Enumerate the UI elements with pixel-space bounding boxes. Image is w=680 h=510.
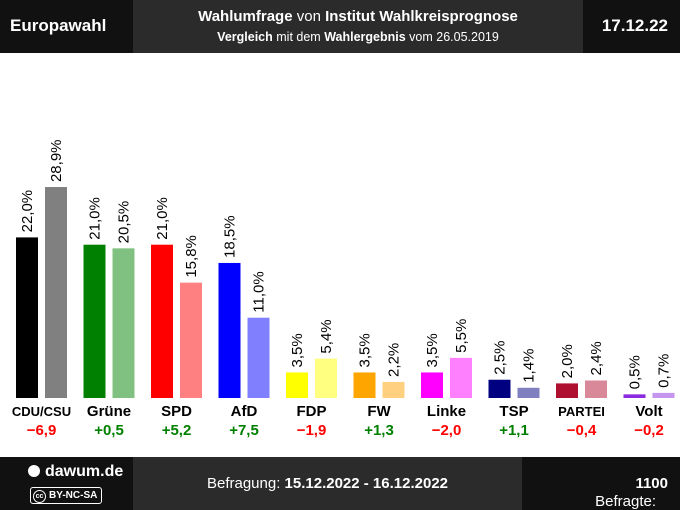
data-label-poll-6: 3,5% [424, 333, 441, 367]
header-right-panel: 17.12.22 [583, 0, 680, 53]
subtitle-part-1: Vergleich [217, 30, 273, 44]
data-label-result-2019-3: 11,0% [251, 271, 268, 312]
chart-title: Wahlumfrage von Institut Wahlkreisprogno… [133, 8, 583, 25]
cc-icon: cc [33, 490, 46, 503]
header-left-panel: Europawahl [0, 0, 133, 53]
title-part-1: Wahlumfrage [198, 8, 293, 25]
category-label-3: AfD [231, 403, 258, 420]
category-label-0: CDU/CSU [12, 404, 71, 419]
bar-result-2019-5 [382, 381, 405, 398]
data-label-result-2019-8: 2,4% [588, 341, 605, 375]
footer-bar: dawum.de cc BY-NC-SA Befragung: 15.12.202… [0, 457, 680, 510]
data-label-result-2019-7: 1,4% [521, 349, 538, 383]
logo-text: dawum.de [45, 463, 124, 480]
data-label-poll-1: 21,0% [87, 197, 104, 240]
category-label-4: FDP [297, 403, 327, 420]
dawum-logo: dawum.de [28, 463, 123, 481]
change-label-4: −1,9 [297, 422, 327, 439]
data-label-result-2019-5: 2,2% [386, 343, 403, 377]
survey-period: 15.12.2022 - 16.12.2022 [284, 475, 449, 492]
bar-poll-7 [488, 379, 511, 398]
category-label-1: Grüne [87, 403, 131, 420]
bar-poll-0 [16, 237, 38, 398]
bar-poll-1 [83, 244, 106, 398]
change-label-1: +0,5 [94, 422, 124, 439]
category-label-7: TSP [499, 403, 528, 420]
license-text: BY-NC-SA [49, 490, 98, 501]
bar-result-2019-3 [247, 317, 270, 398]
bar-result-2019-4 [315, 358, 337, 398]
bar-result-2019-0 [45, 187, 67, 398]
respondents-label: Befragte: [595, 493, 656, 510]
bar-result-2019-8 [585, 380, 607, 398]
bar-result-2019-6 [450, 357, 472, 398]
bar-poll-9 [623, 394, 646, 398]
bar-result-2019-9 [652, 392, 675, 398]
bar-result-2019-7 [517, 387, 540, 398]
bar-result-2019-2 [180, 282, 202, 398]
footer-left-panel: dawum.de cc BY-NC-SA [0, 457, 133, 510]
data-label-result-2019-9: 0,7% [656, 354, 673, 388]
data-label-result-2019-1: 20,5% [116, 201, 133, 244]
data-label-poll-3: 18,5% [222, 215, 239, 258]
dawum-logo-icon [28, 465, 40, 477]
subtitle-part-3: Wahlergebnis [324, 30, 406, 44]
chart-subtitle: Vergleich mit dem Wahlergebnis vom 26.05… [133, 30, 583, 44]
change-label-8: −0,4 [567, 422, 597, 439]
bar-chart: 22,0% 28,9% CDU/CSU −6,9 21,0% 20,5% Grüne +0,5… [12, 139, 675, 439]
election-label: Europawahl [10, 16, 107, 35]
subtitle-part-2: mit dem [276, 30, 321, 44]
respondents-panel: Befragte: 1100 [522, 457, 680, 510]
change-label-5: +1,3 [364, 422, 394, 439]
bar-poll-4 [286, 372, 308, 398]
data-label-poll-9: 0,5% [627, 355, 644, 389]
data-label-poll-8: 2,0% [559, 344, 576, 378]
bar-result-2019-1 [112, 248, 135, 398]
change-label-0: −6,9 [27, 422, 57, 439]
change-label-3: +7,5 [229, 422, 259, 439]
survey-label: Befragung: [206, 475, 281, 492]
category-label-6: Linke [427, 403, 466, 420]
bar-poll-2 [151, 244, 173, 398]
bar-poll-8 [556, 383, 578, 398]
bar-poll-6 [421, 372, 443, 398]
bar-poll-3 [218, 262, 241, 398]
data-label-result-2019-2: 15,8% [183, 235, 200, 278]
title-part-2: von [296, 8, 321, 25]
header-title-panel: Wahlumfrage von Institut Wahlkreisprogno… [133, 0, 583, 53]
header-bar: Europawahl Wahlumfrage von Institut Wahl… [0, 0, 680, 53]
change-label-7: +1,1 [499, 422, 529, 439]
title-part-3: Institut Wahlkreisprognose [325, 8, 518, 25]
change-label-9: −0,2 [634, 422, 664, 439]
change-label-2: +5,2 [162, 422, 192, 439]
data-label-poll-2: 21,0% [154, 197, 171, 240]
data-label-result-2019-6: 5,5% [453, 319, 470, 353]
header-date: 17.12.22 [601, 16, 668, 35]
respondents-value: 1100 [635, 475, 668, 492]
subtitle-part-4: vom 26.05.2019 [409, 30, 499, 44]
data-label-poll-7: 2,5% [492, 341, 509, 375]
category-label-8: PARTEI [558, 404, 605, 419]
license-badge: cc BY-NC-SA [30, 487, 103, 504]
data-label-result-2019-0: 28,9% [48, 139, 65, 182]
data-label-result-2019-4: 5,4% [318, 319, 335, 353]
data-label-poll-0: 22,0% [19, 190, 36, 233]
data-label-poll-4: 3,5% [289, 333, 306, 367]
respondents: Befragte: 1100 [595, 475, 668, 510]
change-label-6: −2,0 [432, 422, 462, 439]
bar-poll-5 [353, 372, 376, 398]
survey-period-panel: Befragung: 15.12.2022 - 16.12.2022 [133, 475, 522, 492]
category-label-5: FW [367, 403, 391, 420]
category-label-9: Volt [635, 403, 662, 420]
data-label-poll-5: 3,5% [357, 333, 374, 367]
category-label-2: SPD [161, 403, 192, 420]
